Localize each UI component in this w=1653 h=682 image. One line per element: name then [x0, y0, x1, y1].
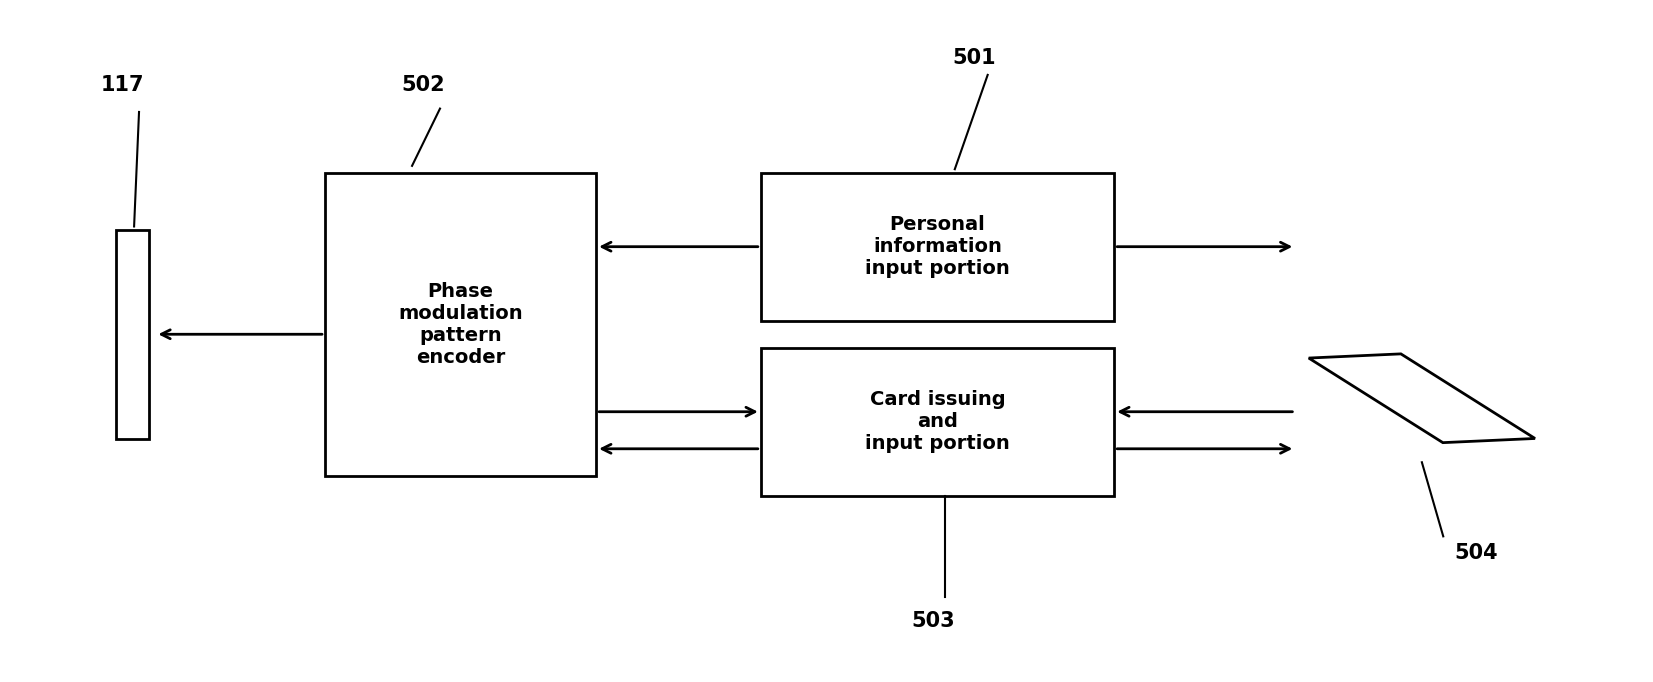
Bar [326, 173, 597, 476]
Polygon shape [1309, 354, 1536, 443]
Text: Personal
information
input portion: Personal information input portion [865, 216, 1010, 278]
Bar [760, 348, 1114, 496]
Text: 502: 502 [402, 75, 445, 95]
Text: Phase
modulation
pattern
encoder: Phase modulation pattern encoder [398, 282, 522, 367]
Text: Card issuing
and
input portion: Card issuing and input portion [865, 390, 1010, 454]
Text: 504: 504 [1455, 543, 1498, 563]
Text: 503: 503 [911, 610, 955, 631]
Text: 117: 117 [101, 75, 144, 95]
Bar [760, 173, 1114, 321]
Text: 501: 501 [952, 48, 997, 68]
Bar [116, 230, 149, 439]
